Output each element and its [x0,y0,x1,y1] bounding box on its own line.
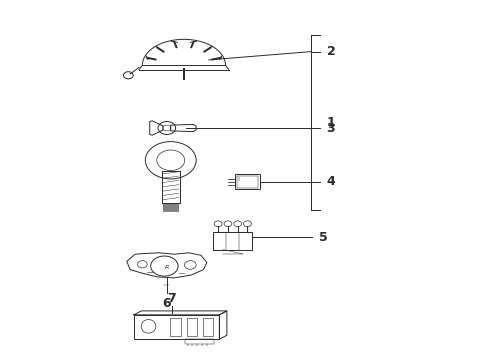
Bar [187,319,197,336]
Text: 1: 1 [327,116,335,129]
Bar [134,315,220,339]
Bar [185,339,215,343]
Text: 7: 7 [167,292,176,305]
Text: 6: 6 [163,297,171,310]
Bar [203,319,214,336]
Text: 5: 5 [319,231,328,244]
Bar [235,174,260,189]
Text: 2: 2 [327,45,335,58]
Text: 3: 3 [327,122,335,135]
Bar [171,319,181,336]
Text: 4: 4 [327,175,335,188]
Bar [213,232,252,249]
Text: R: R [165,265,169,270]
Bar [237,176,258,188]
